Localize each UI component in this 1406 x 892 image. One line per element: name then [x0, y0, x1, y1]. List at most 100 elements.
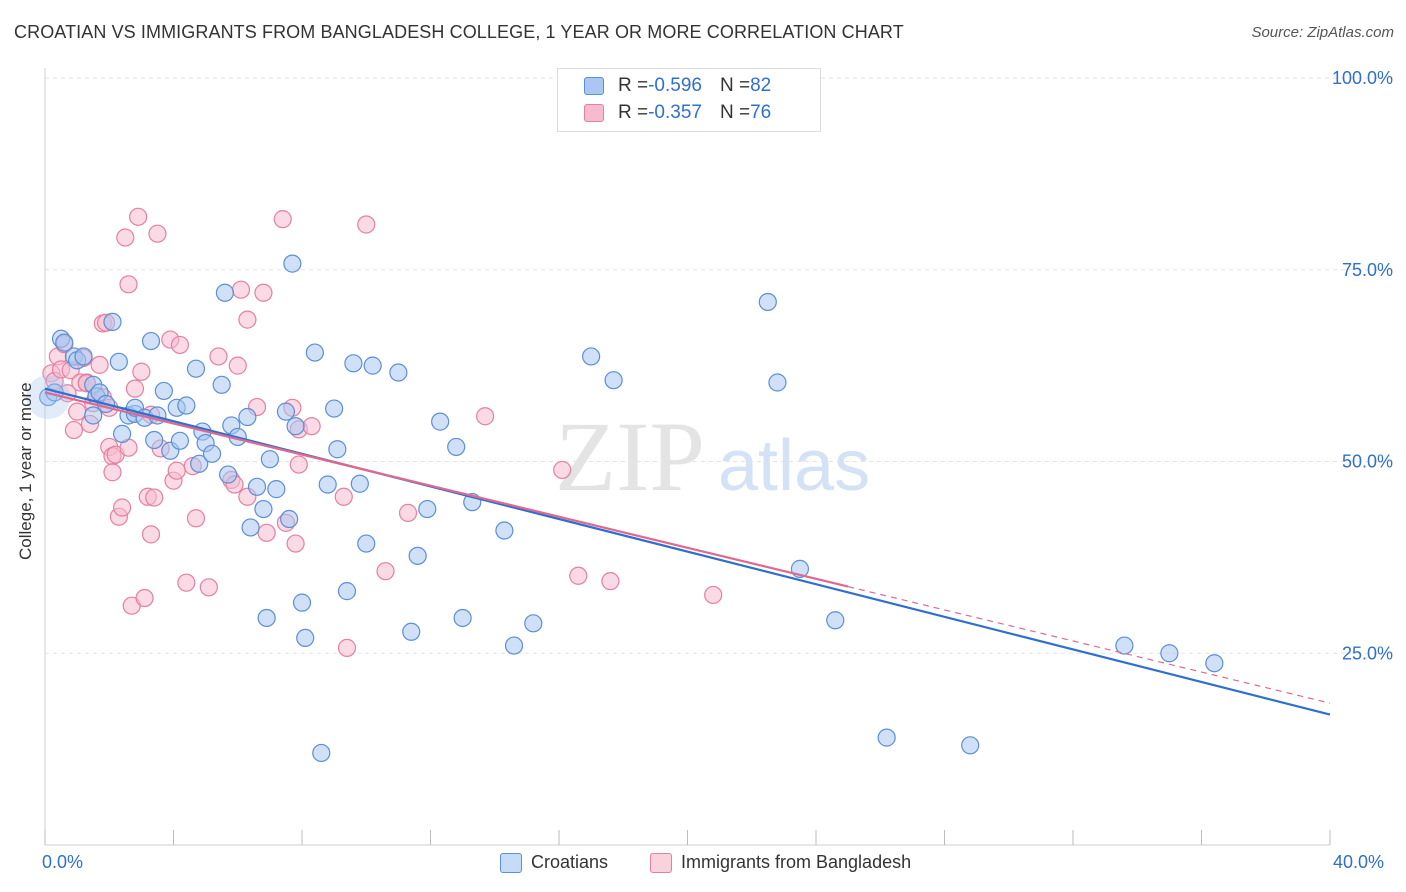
bangladesh-point — [337, 638, 357, 657]
croatians-swatch — [584, 77, 604, 95]
croatian-point — [357, 534, 376, 553]
croatian-point — [109, 352, 128, 371]
x-tick-max: 40.0% — [1333, 852, 1385, 872]
source-label: Source: ZipAtlas.com — [1251, 24, 1394, 41]
croatian-point — [1205, 654, 1224, 673]
y-tick-label: 75.0% — [1342, 260, 1393, 280]
axes — [44, 68, 1331, 846]
stats-legend: R = -0.596 N = 82 R = -0.357 N = 76 — [557, 68, 821, 132]
bangladesh-point — [68, 402, 87, 421]
croatian-point — [257, 608, 276, 628]
bangladesh-point — [601, 572, 620, 591]
croatian-point — [283, 254, 302, 273]
bangladesh-point — [209, 347, 228, 366]
y-axis-label: College, 1 year or more — [16, 382, 35, 560]
croatian-point — [103, 312, 122, 332]
bangladesh-point — [357, 215, 376, 234]
x-tick-min: 0.0% — [42, 852, 84, 872]
bangladesh-swatch — [584, 104, 604, 122]
bangladesh-point — [231, 280, 251, 299]
croatian-point — [604, 371, 623, 390]
croatian-point — [241, 518, 260, 537]
stats-row-bangladesh: R = -0.357 N = 76 — [584, 100, 771, 126]
n-value: 76 — [750, 102, 772, 123]
bangladesh-point — [132, 362, 151, 381]
croatian-point — [260, 450, 279, 469]
bangladesh-point — [199, 578, 218, 597]
legend-item-croatians[interactable]: Croatians — [500, 852, 608, 873]
croatian-point — [286, 417, 305, 436]
n-label: N = — [719, 75, 751, 96]
croatian-point — [312, 743, 331, 763]
croatian-point — [202, 444, 222, 463]
croatians-trend-line — [44, 387, 1331, 716]
legend-item-bangladesh[interactable]: Immigrants from Bangladesh — [650, 852, 911, 873]
r-label: R = — [618, 102, 649, 123]
bangladesh-point — [125, 379, 145, 398]
croatian-point — [254, 499, 273, 519]
croatian-point — [170, 431, 190, 450]
croatian-point — [961, 736, 980, 755]
croatian-point — [826, 611, 845, 630]
bangladesh-point — [569, 566, 588, 585]
series-legend: Croatians Immigrants from Bangladesh — [0, 852, 1406, 878]
chart-title: CROATIAN VS IMMIGRANTS FROM BANGLADESH C… — [14, 22, 904, 42]
n-label: N = — [719, 102, 751, 123]
series-croatians-points — [26, 254, 1224, 763]
bangladesh-point — [376, 562, 395, 581]
croatian-point — [238, 407, 257, 427]
croatian-point — [276, 402, 296, 421]
croatian-point — [26, 375, 71, 420]
croatian-point — [402, 622, 421, 641]
croatian-point — [318, 475, 337, 494]
croatian-point — [296, 628, 315, 648]
croatian-point — [337, 582, 357, 601]
bangladesh-point — [257, 523, 276, 542]
croatian-point — [431, 412, 450, 431]
n-value: 82 — [750, 75, 772, 96]
bangladesh-point — [167, 461, 186, 480]
croatian-point — [280, 509, 299, 529]
croatian-point — [215, 283, 234, 302]
bangladesh-point — [704, 585, 723, 605]
bangladesh-point — [148, 224, 167, 243]
bangladesh-point — [228, 356, 247, 375]
croatian-point — [55, 333, 74, 352]
trend-lines — [44, 387, 1331, 716]
bangladesh-point — [64, 420, 84, 440]
croatian-point — [267, 480, 286, 499]
stats-row-croatians: R = -0.596 N = 82 — [584, 73, 771, 99]
bangladesh-point — [238, 310, 257, 329]
bangladesh-point — [334, 487, 353, 506]
watermark-atlas: atlas — [718, 426, 870, 506]
croatian-point — [408, 546, 427, 565]
bangladesh-point — [302, 417, 321, 436]
croatians-legend-swatch — [500, 852, 522, 873]
croatian-point — [758, 292, 777, 312]
bangladesh-point — [103, 463, 122, 482]
bangladesh-point — [476, 407, 495, 426]
gridlines — [45, 77, 1393, 654]
bangladesh-point — [129, 207, 148, 226]
y-tick-label: 25.0% — [1342, 643, 1393, 663]
croatian-point — [495, 521, 514, 540]
croatian-point — [877, 728, 896, 747]
croatian-point — [247, 477, 267, 496]
croatian-point — [325, 399, 344, 418]
croatian-point — [504, 636, 524, 655]
croatian-point — [524, 614, 543, 633]
bangladesh-trend-line — [44, 391, 849, 588]
croatian-point — [84, 406, 103, 425]
bangladesh-trend-extension — [847, 586, 1331, 704]
croatian-point — [1115, 636, 1134, 655]
croatian-point — [112, 424, 132, 443]
croatian-point — [363, 356, 382, 375]
bangladesh-point — [119, 275, 138, 294]
bangladesh-point — [90, 355, 109, 374]
y-tick-labels: 25.0% 50.0% 75.0% 100.0% — [1332, 68, 1393, 663]
watermark: ZIP atlas — [555, 401, 870, 512]
bangladesh-point — [289, 455, 308, 474]
y-tick-label: 50.0% — [1342, 452, 1393, 472]
croatian-point — [582, 347, 601, 366]
